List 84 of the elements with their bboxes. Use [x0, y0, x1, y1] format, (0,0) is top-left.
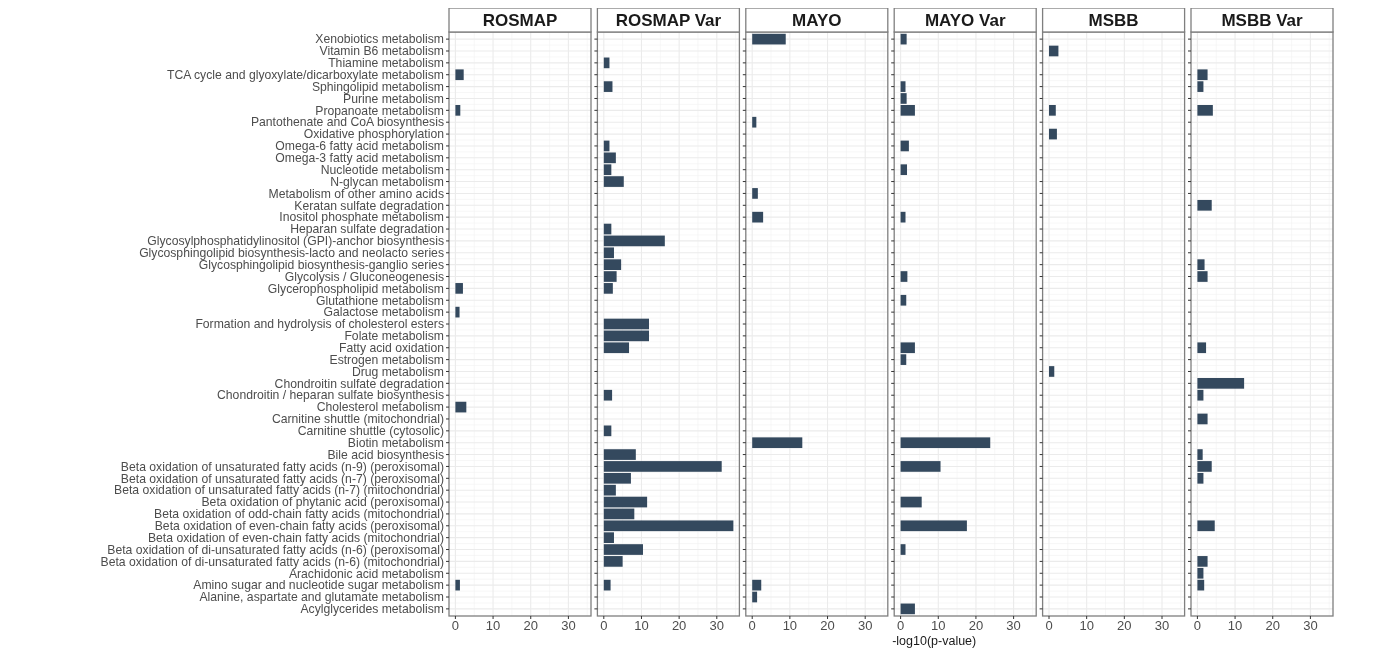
- x-tick-label: 30: [1154, 618, 1170, 633]
- chart-title: ROSMAP: [482, 11, 558, 31]
- y-tick-label: Heparan sulfate degradation: [290, 222, 444, 237]
- y-tick-label: Bile acid biosynthesis: [327, 447, 444, 462]
- bar: [455, 306, 460, 318]
- x-tick-label: 30: [857, 618, 873, 633]
- y-tick-label: Formation and hydrolysis of cholesterol esters: [195, 317, 444, 332]
- x-tick-label: 0: [451, 618, 460, 633]
- y-tick-label: Glycosylphosphatidylinositol (GPI)-anchor biosynthesis: [147, 234, 444, 249]
- x-tick-label: 20: [1265, 618, 1280, 633]
- y-tick-label: Folate metabolism: [344, 329, 444, 344]
- x-tick-label: 20: [671, 618, 687, 633]
- bar: [752, 33, 786, 45]
- chart-title: ROSMAP Var: [615, 11, 722, 31]
- y-tick-label: Carnitine shuttle (mitochondrial): [271, 412, 444, 427]
- x-tick-label: 10: [1079, 618, 1094, 633]
- bar: [1197, 342, 1207, 354]
- bar: [900, 461, 941, 472]
- x-tick-label: 0: [600, 618, 608, 633]
- y-tick-label: Fatty acid oxidation: [338, 341, 444, 356]
- x-tick-label: 10: [782, 618, 798, 633]
- y-tick-label: Thiamine metabolism: [328, 56, 444, 71]
- x-tick-label: 10: [1227, 618, 1243, 633]
- x-tick-label: 20: [820, 618, 835, 633]
- bar: [752, 437, 803, 449]
- x-tick-label: 0: [748, 618, 756, 633]
- chart-title: MAYO: [792, 11, 842, 31]
- bar: [900, 164, 908, 176]
- bar: [455, 401, 467, 413]
- bar: [900, 437, 991, 449]
- y-tick-label: Propanoate metabolism: [315, 103, 444, 118]
- chart-title: MSBB: [1088, 11, 1139, 31]
- chart-title: MSBB Var: [1221, 11, 1304, 31]
- y-tick-label: Vitamin B6 metabolism: [319, 44, 444, 59]
- x-tick-label: 10: [485, 618, 501, 633]
- bar: [603, 81, 613, 92]
- bar: [455, 105, 461, 116]
- bar: [752, 211, 764, 223]
- bar: [1197, 105, 1213, 116]
- y-tick-label: TCA cycle and glyoxylate/dicarboxylate metabolism: [166, 68, 444, 82]
- bar: [900, 271, 908, 282]
- y-tick-label: Galactose metabolism: [323, 305, 444, 320]
- x-tick-label: 20: [968, 618, 984, 633]
- x-tick-label: 0: [1193, 618, 1202, 633]
- y-tick-label: Omega-6 fatty acid metabolism: [275, 139, 444, 154]
- bar: [752, 579, 762, 591]
- chart-title: MAYO Var: [924, 11, 1006, 31]
- bar: [752, 591, 758, 603]
- x-tick-label: 30: [561, 618, 576, 633]
- bar: [603, 579, 611, 591]
- bar: [752, 116, 757, 128]
- y-tick-label: Omega-3 fatty acid metabolism: [275, 151, 444, 166]
- bar: [603, 318, 649, 330]
- x-tick-label: 0: [896, 618, 905, 633]
- bar: [603, 425, 612, 437]
- bar: [900, 140, 909, 152]
- bar: [455, 283, 463, 294]
- x-tick-label: 20: [1117, 618, 1132, 633]
- bar: [752, 188, 758, 199]
- x-tick-label: 20: [523, 618, 538, 633]
- y-tick-label: Oxidative phosphorylation: [303, 127, 444, 142]
- x-tick-label: 10: [634, 618, 649, 633]
- bar: [900, 520, 967, 532]
- bar: [603, 389, 613, 401]
- bar: [900, 496, 922, 508]
- bar: [1197, 413, 1208, 425]
- y-tick-label: Amino sugar and nucleotide sugar metabolism: [193, 578, 444, 593]
- bar: [455, 579, 460, 591]
- x-tick-label: 30: [709, 618, 725, 633]
- x-tick-label: 0: [1045, 618, 1053, 633]
- x-tick-label: 30: [1006, 618, 1021, 633]
- x-tick-label: 10: [931, 618, 946, 633]
- bar: [900, 603, 915, 615]
- bar: [455, 69, 464, 81]
- bar: [1197, 520, 1215, 532]
- x-axis-title: -log10(p-value): [892, 634, 977, 648]
- bar: [900, 33, 907, 45]
- bar: [900, 294, 907, 306]
- y-tick-label: N-glycan metabolism: [330, 174, 444, 189]
- y-tick-label: Keratan sulfate degradation: [294, 198, 444, 213]
- bar: [1197, 199, 1212, 211]
- y-tick-label: Xenobiotics metabolism: [315, 32, 444, 47]
- y-tick-label: Glycosphingolipid biosynthesis-lacto and neolacto series: [139, 246, 444, 261]
- x-tick-label: 30: [1303, 618, 1318, 633]
